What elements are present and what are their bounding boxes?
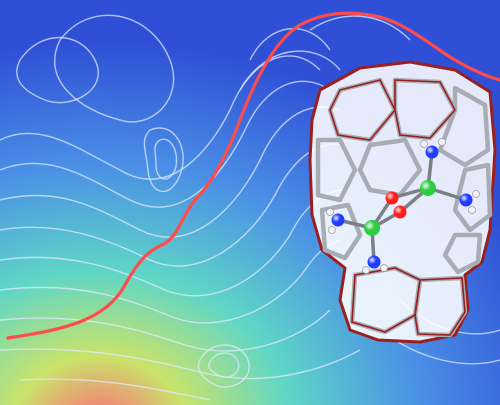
- molecule-atoms: [326, 138, 480, 274]
- hydrogen-atom: [328, 226, 336, 234]
- hydrogen-atom: [362, 266, 370, 274]
- hydrogen-atom: [472, 190, 480, 198]
- hydrogen-atom: [468, 206, 476, 214]
- hydrogen-atom: [380, 264, 388, 272]
- hydrogen-atom: [438, 138, 446, 146]
- contour-lines: [0, 14, 500, 401]
- zeolite-cage: [308, 60, 497, 344]
- hydrogen-atom: [326, 208, 334, 216]
- hydrogen-atom: [420, 140, 428, 148]
- reaction-energy-curve: [6, 11, 500, 340]
